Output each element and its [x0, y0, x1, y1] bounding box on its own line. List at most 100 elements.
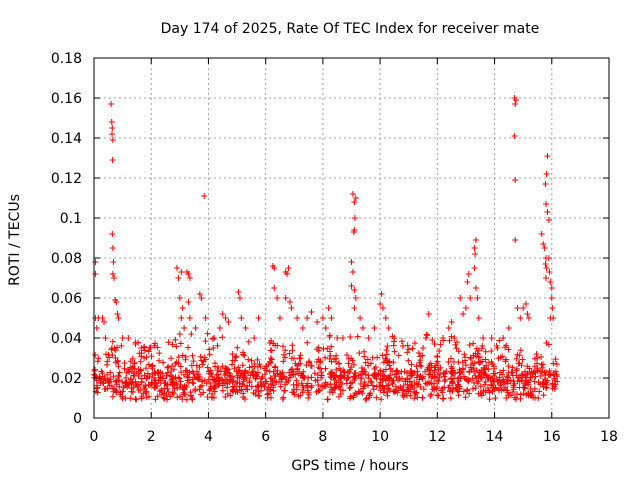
- band-point: [265, 384, 272, 391]
- band-point: [519, 374, 526, 381]
- x-tick-label: 12: [428, 429, 446, 445]
- band-point: [157, 380, 164, 387]
- data-point: [543, 265, 550, 271]
- band-point: [489, 361, 496, 368]
- band-point: [163, 372, 170, 379]
- band-point: [455, 392, 462, 399]
- band-point: [280, 343, 287, 350]
- band-point: [340, 367, 347, 374]
- band-point: [531, 385, 538, 392]
- band-point: [439, 389, 446, 396]
- band-point: [222, 379, 229, 386]
- band-point: [530, 370, 537, 377]
- band-point: [405, 357, 412, 364]
- data-point: [192, 325, 199, 331]
- data-point: [348, 259, 355, 265]
- band-point: [315, 381, 322, 388]
- band-point: [545, 372, 552, 379]
- band-point: [543, 384, 550, 391]
- band-point: [263, 362, 270, 369]
- band-point: [161, 385, 168, 392]
- data-point: [115, 315, 122, 321]
- data-point: [319, 315, 326, 321]
- band-point: [178, 369, 185, 376]
- band-point: [206, 346, 213, 353]
- band-point: [553, 373, 560, 380]
- band-point: [337, 375, 344, 382]
- data-point: [125, 335, 132, 341]
- x-tick-label: 0: [90, 429, 99, 445]
- band-point: [435, 392, 442, 399]
- band-point: [384, 343, 391, 350]
- band-point: [515, 374, 522, 381]
- band-point: [169, 341, 176, 348]
- band-point: [129, 379, 136, 386]
- band-point: [541, 369, 548, 376]
- data-point: [222, 315, 229, 321]
- x-tick-label: 16: [543, 429, 561, 445]
- band-point: [543, 339, 550, 346]
- band-point: [165, 339, 172, 346]
- band-point: [299, 372, 306, 379]
- band-point: [245, 338, 252, 345]
- band-point: [347, 334, 354, 341]
- band-point: [434, 392, 441, 399]
- band-point: [434, 377, 441, 384]
- band-point: [361, 353, 368, 360]
- band-point: [331, 356, 338, 363]
- band-point: [118, 342, 125, 349]
- band-point: [144, 370, 151, 377]
- band-point: [242, 368, 249, 375]
- band-point: [469, 385, 476, 392]
- band-point: [550, 360, 557, 367]
- data-point: [109, 137, 116, 143]
- band-point: [424, 381, 431, 388]
- band-point: [112, 354, 119, 361]
- band-point: [277, 383, 284, 390]
- band-point: [462, 357, 469, 364]
- data-point: [420, 345, 427, 351]
- band-point: [324, 396, 331, 403]
- data-point: [512, 101, 519, 107]
- band-point: [140, 383, 147, 390]
- band-point: [339, 380, 346, 387]
- data-point: [211, 335, 218, 341]
- band-point: [93, 385, 100, 392]
- band-point: [369, 354, 376, 361]
- data-point: [322, 325, 329, 331]
- data-point: [294, 315, 301, 321]
- band-point: [454, 387, 461, 394]
- band-point: [452, 370, 459, 377]
- band-point: [480, 369, 487, 376]
- data-point: [328, 315, 335, 321]
- band-point: [427, 367, 434, 374]
- band-point: [552, 356, 559, 363]
- band-point: [145, 348, 152, 355]
- band-point: [172, 374, 179, 381]
- band-point: [464, 387, 471, 394]
- band-point: [236, 383, 243, 390]
- band-point: [482, 348, 489, 355]
- y-tick-label: 0.16: [51, 91, 82, 107]
- x-axis-label: GPS time / hours: [291, 458, 408, 474]
- band-point: [119, 388, 126, 395]
- band-point: [359, 368, 366, 375]
- data-point: [511, 133, 518, 139]
- band-point: [502, 384, 509, 391]
- data-point: [543, 275, 550, 281]
- band-point: [289, 366, 296, 373]
- band-point: [436, 348, 443, 355]
- band-point: [505, 346, 512, 353]
- data-point: [282, 295, 289, 301]
- data-point: [119, 335, 126, 341]
- band-point: [362, 396, 369, 403]
- band-point: [100, 380, 107, 387]
- band-point: [241, 396, 248, 403]
- band-point: [376, 383, 383, 390]
- y-tick-label: 0.14: [51, 131, 82, 147]
- band-point: [182, 367, 189, 374]
- band-point: [289, 347, 296, 354]
- band-point: [537, 381, 544, 388]
- band-point: [161, 395, 168, 402]
